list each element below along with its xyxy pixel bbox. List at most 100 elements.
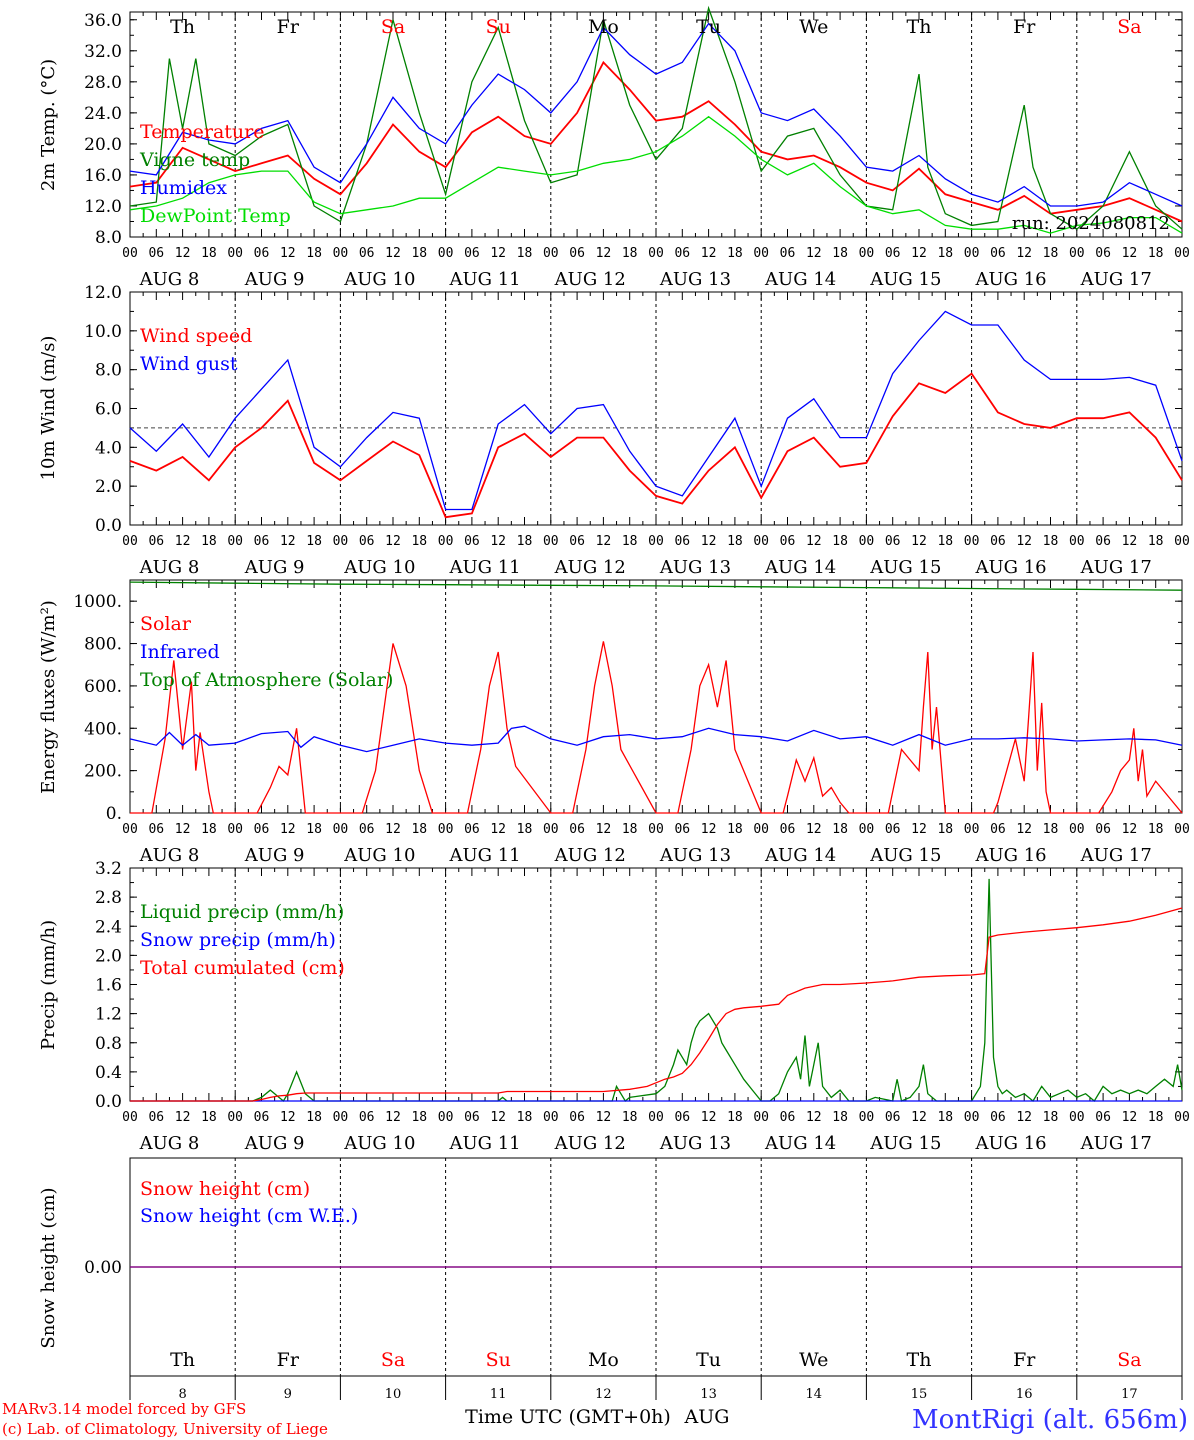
hour-label: 00 [438,1110,454,1125]
day-name-label: Fr [277,16,300,38]
hour-label: 00 [964,822,980,837]
date-number: 11 [490,1387,507,1402]
y-tick-label: 6.0 [95,400,122,420]
hour-label: 18 [306,246,322,261]
hour-label: 06 [254,822,270,837]
hour-label: 00 [543,1110,559,1125]
legend-entry: Wind speed [140,325,252,347]
date-label: AUG 13 [659,845,731,866]
legend-entry: Top of Atmosphere (Solar) [140,669,393,691]
date-label: AUG 13 [659,1133,731,1154]
date-label: AUG 14 [764,269,836,290]
y-tick-label: 0.8 [95,1034,122,1054]
hour-label: 06 [148,1110,164,1125]
hour-label: 18 [201,534,217,549]
hour-label: 18 [937,822,953,837]
y-tick-label: 4.0 [95,438,122,458]
date-label: AUG 10 [343,1133,415,1154]
date-label: AUG 16 [974,269,1046,290]
hour-label: 06 [359,822,375,837]
hour-label: 18 [1148,534,1164,549]
legend-entry: Total cumulated (cm) [140,957,345,979]
hour-label: 12 [490,822,506,837]
hour-label: 00 [227,534,243,549]
date-label: AUG 13 [659,557,731,578]
series-line-vigne-temp [129,5,1183,230]
hour-label: 06 [1095,246,1111,261]
hour-label: 06 [148,246,164,261]
date-label: AUG 12 [554,845,626,866]
series-line-wind-speed [129,372,1183,519]
hour-label: 00 [1174,1110,1190,1125]
hour-label: 18 [411,1110,427,1125]
hour-label: 00 [859,246,875,261]
hour-label: 00 [648,246,664,261]
hour-label: 06 [780,534,796,549]
hour-label: 12 [280,534,296,549]
date-label: AUG 16 [974,557,1046,578]
hour-label: 12 [175,534,191,549]
hour-label: 06 [674,246,690,261]
hour-label: 12 [701,534,717,549]
hour-label: 18 [937,246,953,261]
y-tick-label: 2.0 [95,946,122,966]
day-name-label: Fr [277,1349,300,1371]
hour-label: 18 [1043,246,1059,261]
hour-label: 00 [1174,534,1190,549]
hour-label: 06 [674,534,690,549]
hour-label: 00 [964,1110,980,1125]
hour-label: 00 [227,1110,243,1125]
day-name-label: Th [907,16,932,38]
hour-label: 00 [543,822,559,837]
hour-label: 00 [859,822,875,837]
date-number: 9 [284,1387,292,1402]
hour-label: 06 [359,1110,375,1125]
y-tick-label: 28.0 [84,73,122,93]
date-label: AUG 17 [1080,557,1152,578]
hour-label: 06 [885,1110,901,1125]
date-number: 10 [385,1387,402,1402]
hour-label: 06 [464,822,480,837]
hour-label: 06 [780,822,796,837]
y-tick-label: 24.0 [84,104,122,124]
x-axis-label: Time UTC (GMT+0h) [465,1406,671,1428]
day-name-label: Th [170,1349,195,1371]
y-tick-label: 600. [84,677,122,697]
day-name-label: Fr [1013,16,1036,38]
day-name-label: Th [907,1349,932,1371]
hour-label: 00 [1174,822,1190,837]
hour-label: 18 [1043,1110,1059,1125]
hour-label: 18 [832,1110,848,1125]
hour-label: 18 [832,246,848,261]
y-tick-label: 16.0 [84,166,122,186]
hour-label: 00 [648,1110,664,1125]
date-label: AUG 15 [869,1133,941,1154]
hour-label: 06 [464,1110,480,1125]
y-axis-label: Energy fluxes (W/m²) [38,600,59,794]
hour-label: 12 [701,1110,717,1125]
y-tick-label: 400. [84,719,122,739]
hour-label: 18 [306,1110,322,1125]
y-tick-label: 2.4 [95,917,122,937]
y-axis-label: Precip (mm/h) [38,920,59,1050]
series-line-humidex [129,22,1183,207]
hour-label: 00 [122,1110,138,1125]
y-tick-label: 36.0 [84,11,122,31]
hour-label: 12 [911,246,927,261]
date-label: AUG 12 [554,269,626,290]
y-tick-label: 1.6 [95,976,122,996]
y-axis-label: 2m Temp. (°C) [38,59,59,191]
hour-label: 00 [543,534,559,549]
date-label: AUG 10 [343,845,415,866]
hour-label: 12 [385,246,401,261]
hour-label: 00 [648,534,664,549]
hour-label: 12 [490,1110,506,1125]
hour-label: 00 [438,822,454,837]
hour-label: 12 [175,1110,191,1125]
day-name-label: Mo [588,16,619,38]
hour-label: 00 [438,246,454,261]
hour-label: 18 [1043,534,1059,549]
hour-label: 06 [885,246,901,261]
hour-label: 12 [806,822,822,837]
hour-label: 12 [385,1110,401,1125]
